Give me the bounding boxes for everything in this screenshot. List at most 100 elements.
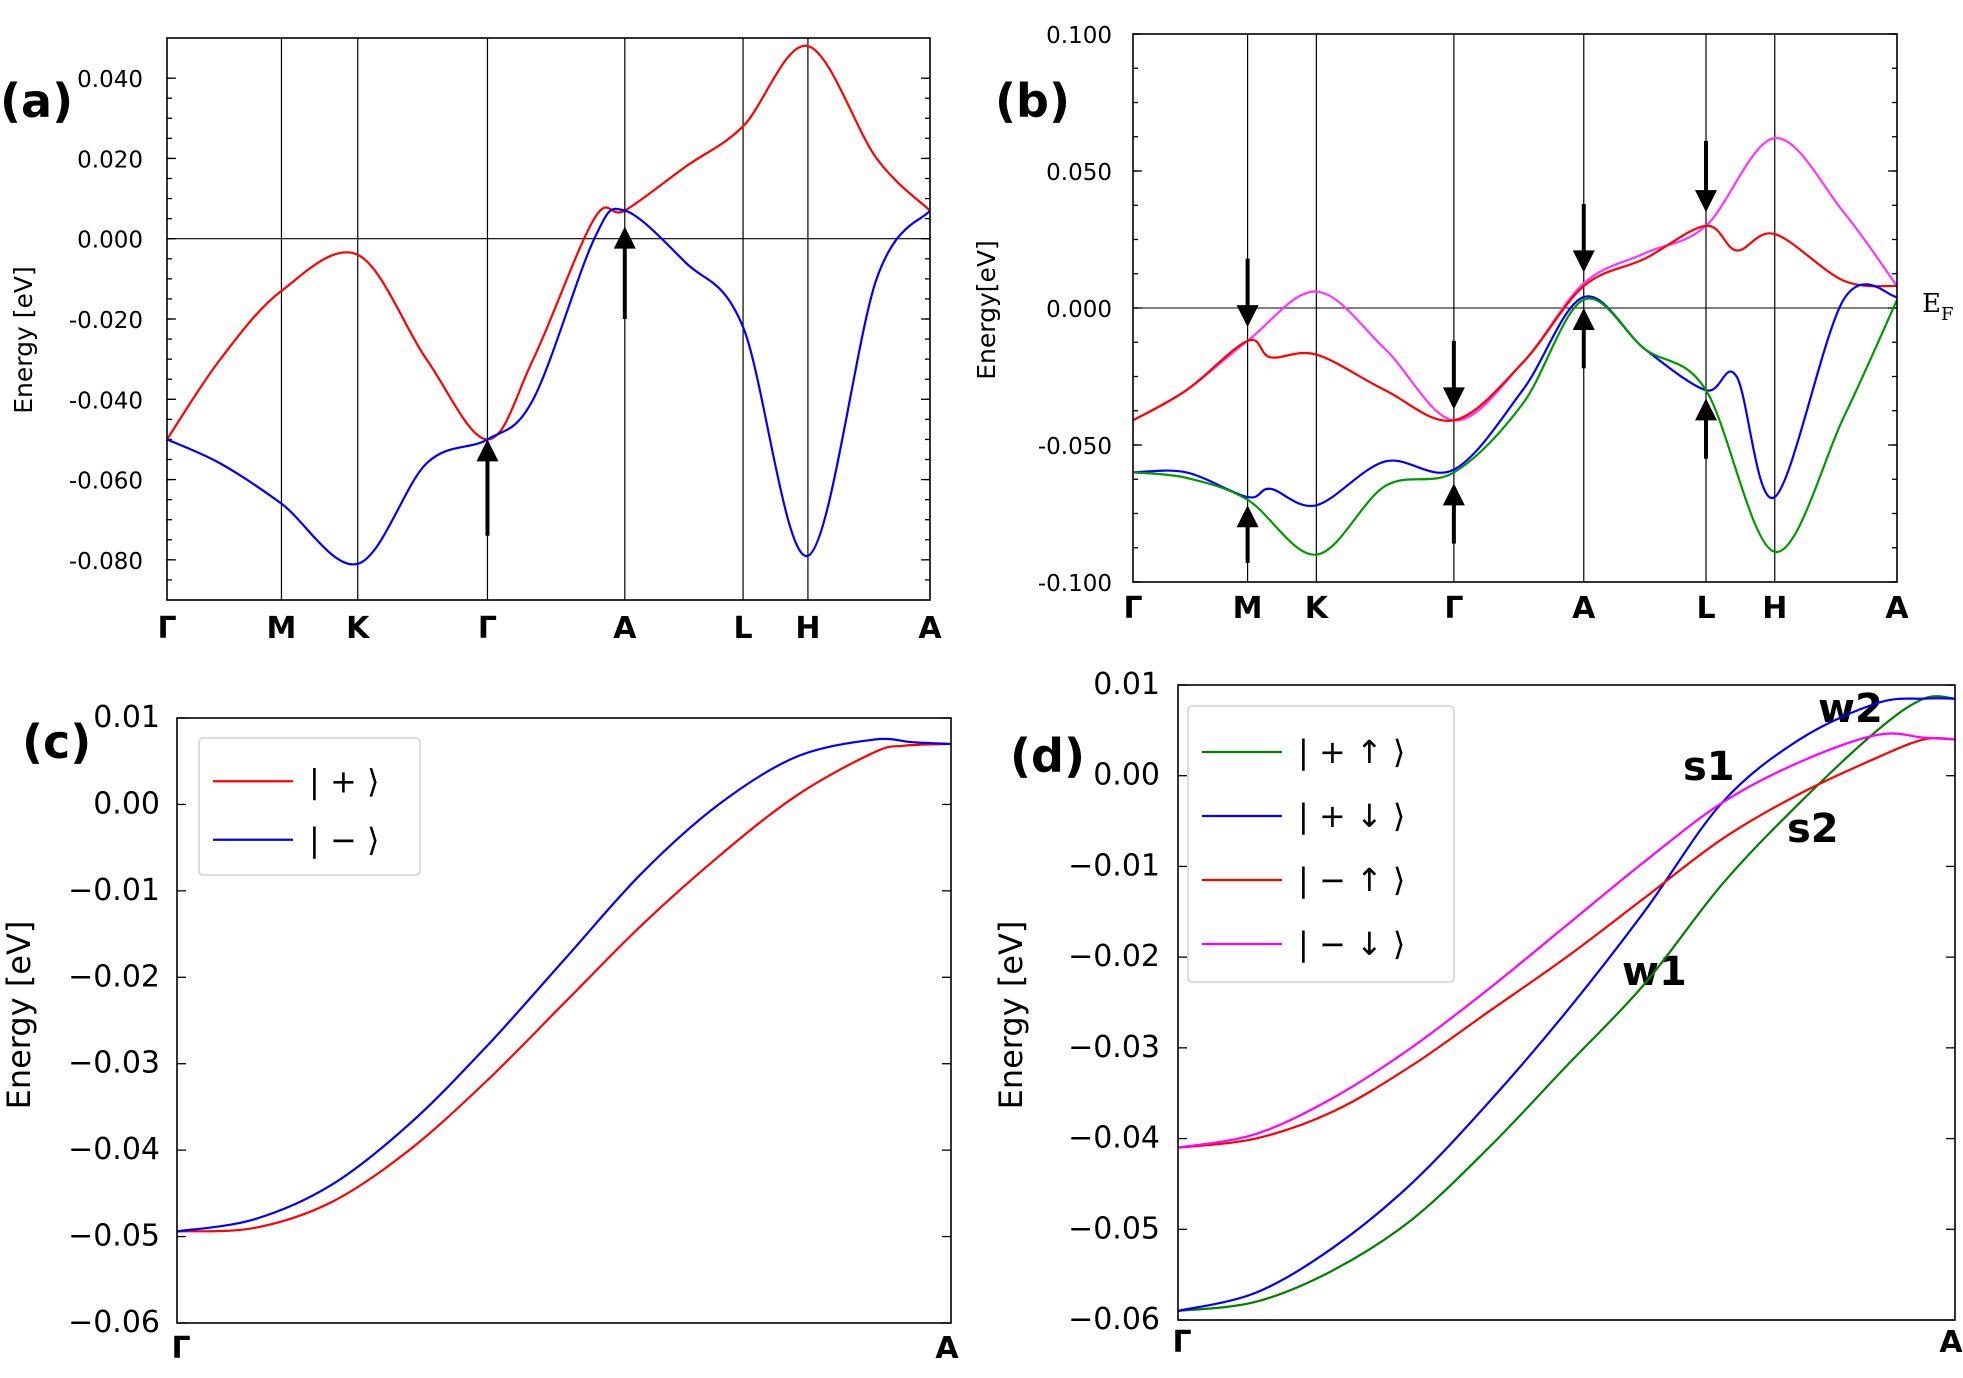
y-tick-label: −0.02 [1068,939,1160,974]
arrow-head [1695,398,1717,421]
x-tick-label: L [1696,591,1715,626]
arrow-head [1695,190,1717,213]
x-tick-label: A [1939,1325,1963,1360]
y-tick-label: −0.03 [68,1046,160,1081]
series-line-blue-band [1133,283,1897,508]
y-tick-label: −0.05 [68,1219,160,1254]
panel-b-label: (b) [995,74,1070,128]
y-tick-label: −0.06 [68,1305,160,1340]
y-tick-label: −0.06 [1068,1302,1160,1337]
arrow-head [1572,308,1595,330]
arrow-head [1442,387,1465,410]
legend-label: | + ⟩ [309,762,379,800]
y-tick-label: 0.000 [77,228,143,254]
arrow-head [1236,305,1259,328]
y-tick-label: 0.01 [93,700,160,735]
arrow-head [1442,483,1465,506]
series-line-- [1178,736,1955,1149]
y-tick-label: 0.00 [1093,758,1160,793]
annotation-s2: s2 [1787,806,1839,852]
y-tick-label: −0.04 [1068,1121,1160,1156]
legend-label: | − ↓ ⟩ [1298,925,1405,963]
plot-frame [1132,33,1898,583]
y-tick-label: -0.080 [69,549,143,575]
plot-frame [1177,684,1956,1321]
series-group [167,44,930,566]
panel-a: (a) Energy [eV] 0.040 0.020 0.000 -0.020 -0.… [0,37,942,646]
x-tick-label: H [1762,591,1787,626]
series-line-- [1178,732,1955,1149]
panel-d-label: (d) [1010,729,1085,783]
arrow-head [613,226,636,249]
x-tick-label: Γ [1172,1325,1191,1360]
panel-c: (c) Energy [eV] 0.01 0.00 −0.01 −0.02 −0.03 −… [0,700,959,1366]
plot-frame [166,37,931,601]
panel-d-ylabel: Energy [eV] [992,921,1030,1110]
y-tick-label: 0.00 [93,786,160,821]
y-tick-label: −0.05 [1068,1211,1160,1246]
legend-box [1187,705,1455,983]
series-line-red-band [167,44,930,441]
series-line-green-band [1133,297,1897,556]
series-group [177,737,951,1233]
annotation-s1: s1 [1683,744,1735,790]
y-tick-label: 0.050 [1046,160,1112,186]
y-tick-label: 0.040 [77,67,143,93]
series-line-- [1178,697,1955,1313]
y-tick-label: 0.000 [1046,297,1112,323]
plot-frame [176,717,952,1324]
legend-label: | − ↑ ⟩ [1298,861,1405,899]
panel-c-ylabel: Energy [eV] [0,921,38,1110]
x-tick-label: A [1885,591,1909,626]
arrow-head [1572,250,1595,273]
x-tick-label: H [795,611,820,646]
fermi-level-label: EF [1922,289,1953,325]
x-tick-label: M [1233,591,1263,626]
series-group [1178,695,1955,1313]
x-tick-label: A [918,611,942,646]
x-tick-label: M [267,611,297,646]
y-tick-label: −0.02 [68,959,160,994]
x-tick-label: Γ [1444,591,1463,626]
arrow-head [476,439,499,462]
x-tick-label: A [935,1331,959,1366]
y-tick-label: 0.020 [77,147,143,173]
y-tick-label: -0.040 [69,388,143,414]
x-tick-label: Γ [157,611,176,646]
panel-b-ylabel: Energy[eV] [972,240,1001,380]
y-tick-label: −0.01 [1068,848,1160,883]
y-tick-label: −0.04 [68,1132,160,1167]
legend-label: | + ↑ ⟩ [1298,733,1405,771]
y-tick-label: -0.060 [69,469,143,495]
x-tick-label: L [734,611,753,646]
x-tick-label: Γ [1123,591,1142,626]
y-tick-label: -0.050 [1038,434,1112,460]
legend-label: | − ⟩ [309,821,379,859]
x-tick-label: K [1305,591,1330,626]
panel-b: (b) Energy[eV] EF 0.100 0.050 0.000 -0.050 -… [972,23,1953,626]
x-tick-label: A [613,611,637,646]
panel-d: (d) Energy [eV] w2 s1 s2 w1 0.010.00−0.0… [992,667,1963,1360]
series-line-- [177,742,951,1233]
panel-c-label: (c) [22,715,91,769]
y-tick-label: 0.100 [1046,23,1112,49]
panel-a-label: (a) [0,74,73,128]
x-tick-label: K [346,611,371,646]
panel-a-ylabel: Energy [eV] [9,266,38,413]
series-group [1133,137,1897,556]
legend-label: | + ↓ ⟩ [1298,797,1405,835]
x-tick-label: Γ [171,1331,190,1366]
y-tick-label: −0.01 [68,873,160,908]
x-tick-label: Γ [478,611,497,646]
y-tick-label: −0.03 [1068,1030,1160,1065]
annotation-w2: w2 [1818,686,1883,732]
y-tick-label: -0.100 [1038,571,1112,597]
series-line-red-band [1133,224,1897,422]
y-tick-label: -0.020 [69,308,143,334]
arrow-head [1236,505,1259,528]
x-tick-label: A [1572,591,1596,626]
y-tick-label: 0.01 [1093,667,1160,702]
series-line-blue-band [167,207,930,566]
series-line-- [177,737,951,1233]
